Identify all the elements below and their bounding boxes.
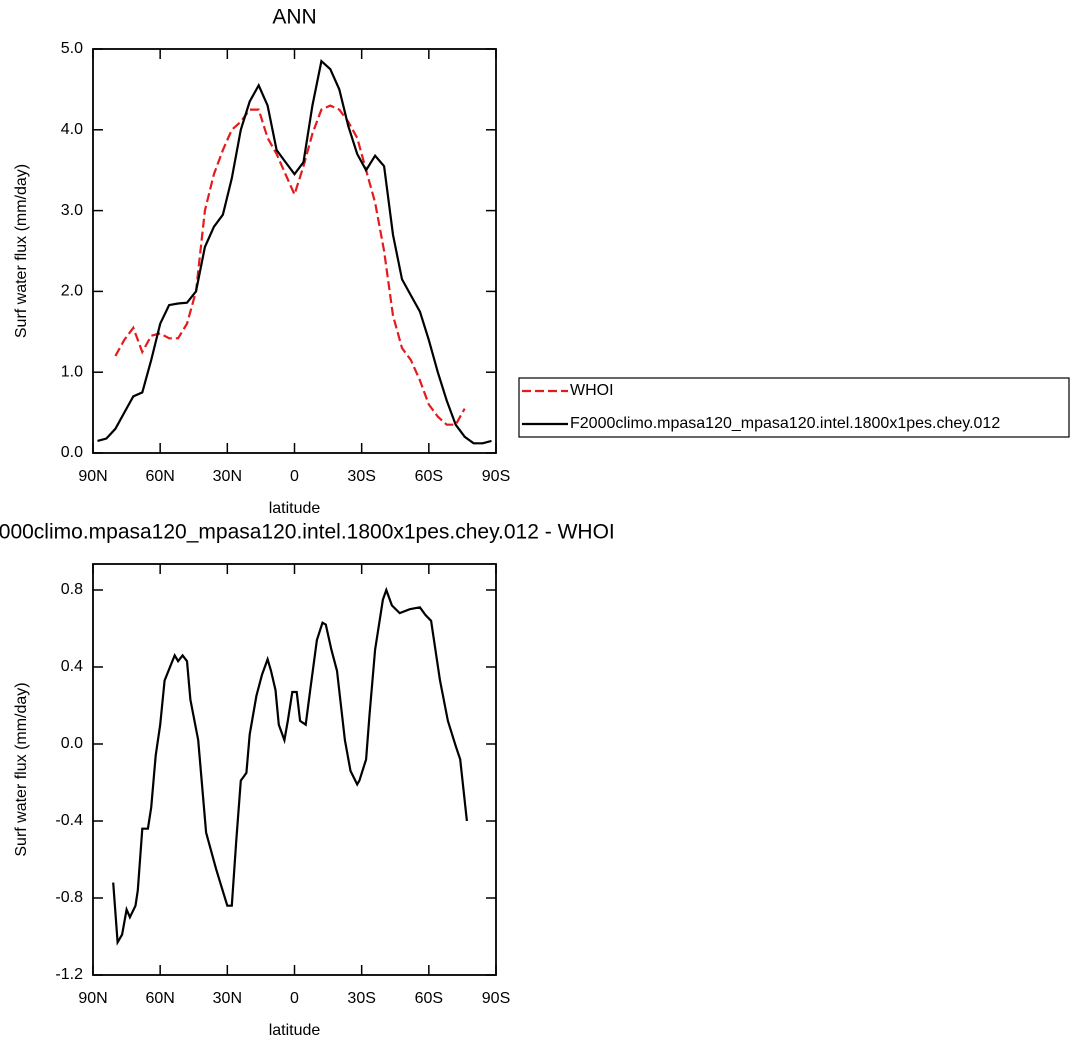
x-tick-label: 30S [347,990,375,1007]
y-tick-label: -0.8 [55,889,83,906]
y-axis-label: Surf water flux (mm/day) [13,682,30,856]
data-line [97,58,492,445]
x-tick-label: 90N [78,468,107,485]
x-tick-label: 90S [482,990,510,1007]
x-tick-label: 90N [78,990,107,1007]
y-tick-label: -0.4 [55,812,83,829]
x-axis-label: latitude [269,1022,321,1039]
x-tick-label: 30S [347,468,375,485]
x-tick-label: 60N [145,468,174,485]
y-tick-label: 0.0 [61,735,83,752]
y-axis-label: Surf water flux (mm/day) [13,164,30,338]
x-tick-label: 0 [290,990,299,1007]
plot-frame [92,48,497,454]
x-tick-label: 30N [213,990,242,1007]
chart-title: F2000climo.mpasa120_mpasa120.intel.1800x… [0,521,615,544]
legend-label: WHOI [570,382,614,399]
y-tick-label: 4.0 [61,121,83,138]
y-tick-label: 5.0 [61,40,83,57]
y-tick-label: 0.0 [61,444,83,461]
x-tick-label: 60S [415,468,443,485]
y-tick-label: 0.4 [61,658,83,675]
plot-frame [92,563,497,976]
data-line [114,104,466,426]
y-tick-label: -1.2 [55,966,83,983]
legend-label: F2000climo.mpasa120_mpasa120.intel.1800x… [570,415,1000,432]
y-tick-label: 0.8 [61,581,83,598]
x-axis-label: latitude [269,500,321,517]
legend-box [518,377,1070,438]
chart-title: ANN [272,6,316,29]
x-tick-label: 60N [145,990,174,1007]
x-tick-label: 30N [213,468,242,485]
data-line [112,586,468,946]
y-tick-label: 3.0 [61,202,83,219]
y-tick-label: 2.0 [61,283,83,300]
y-tick-label: 1.0 [61,363,83,380]
x-tick-label: 90S [482,468,510,485]
x-tick-label: 0 [290,468,299,485]
x-tick-label: 60S [415,990,443,1007]
